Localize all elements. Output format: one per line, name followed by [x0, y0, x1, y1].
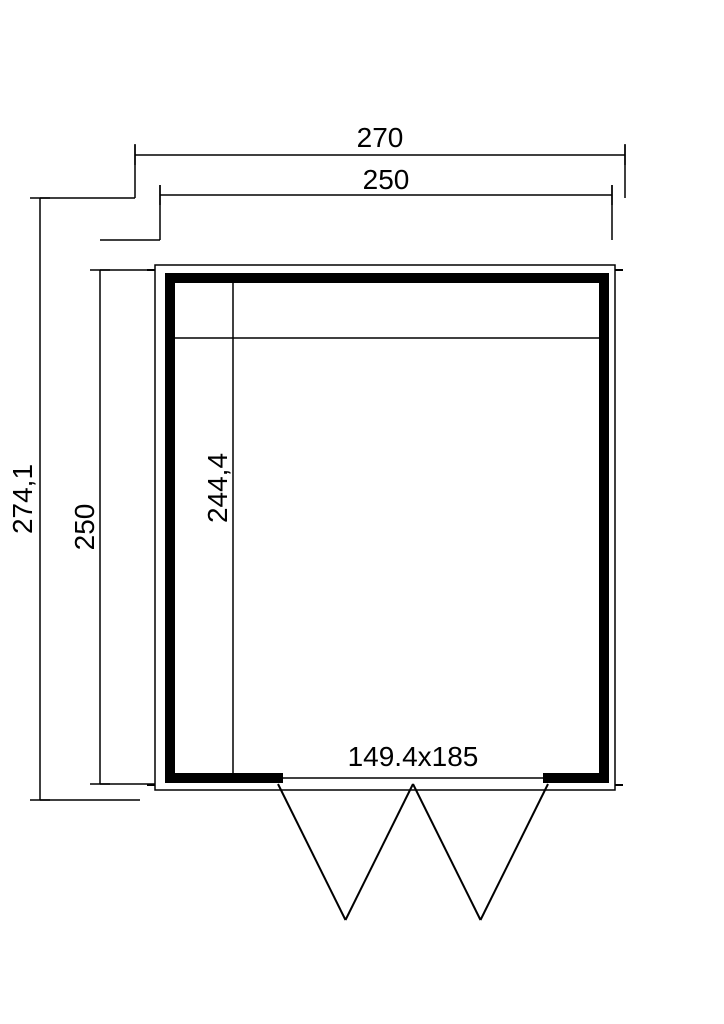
- dim-roof-height: 274,1: [7, 464, 38, 534]
- dim-roof-width: 270: [357, 122, 404, 153]
- dim-outer-height: 250: [69, 504, 100, 551]
- dim-door: 149.4x185: [348, 741, 479, 772]
- dim-inner-height: 244,4: [202, 453, 233, 523]
- dim-outer-width: 250: [363, 164, 410, 195]
- footprint-outline: [155, 265, 615, 790]
